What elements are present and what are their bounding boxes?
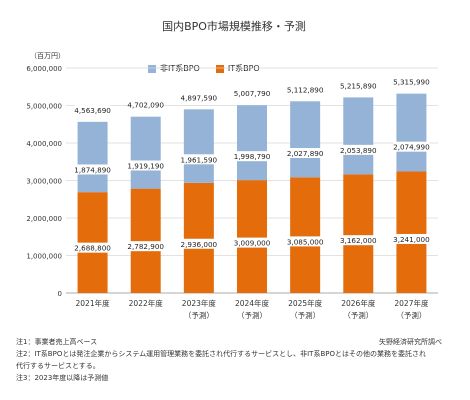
data-label-non-it: 2,053,890 <box>340 146 377 155</box>
data-label-non-it-bg <box>287 148 324 159</box>
chart-frame: 国内BPO市場規模推移・予測 （百万円） 非IT系BPO IT系BPO 0 1,0… <box>8 8 460 391</box>
data-label-total: 4,897,590 <box>181 93 218 102</box>
bar-it-bpo <box>396 171 427 293</box>
data-label-it: 2,688,800 <box>74 244 111 253</box>
x-tick-label: 2022年度 <box>129 298 164 308</box>
legend: 非IT系BPO IT系BPO <box>148 63 260 74</box>
data-label-total: 4,563,690 <box>74 106 111 115</box>
data-label-total: 4,702,090 <box>127 101 164 110</box>
note-1: 注1：事業者売上高ベース <box>16 338 98 346</box>
data-label-it-bg <box>127 241 164 252</box>
data-label-it-bg <box>287 236 324 247</box>
data-label-it-bg <box>74 242 111 253</box>
data-label-total-bg <box>127 99 164 110</box>
bar-non-it-bpo <box>343 97 374 175</box>
data-label-non-it: 1,998,790 <box>234 152 271 161</box>
x-tick-sublabel: （予測） <box>343 310 373 320</box>
legend-label-non-it: 非IT系BPO <box>160 64 200 73</box>
legend-swatch-non-it <box>148 64 156 73</box>
bar-non-it-bpo <box>130 116 161 189</box>
bar-it-bpo <box>237 180 267 293</box>
note-3: 注3：2023年度以降は予測値 <box>16 374 109 382</box>
y-tick-label: 1,000,000 <box>26 253 62 261</box>
data-label-total-bg <box>234 88 270 99</box>
chart-title: 国内BPO市場規模推移・予測 <box>162 20 306 33</box>
legend-label-it: IT系BPO <box>227 64 260 73</box>
data-label-it-bg <box>234 237 270 248</box>
data-label-non-it-bg <box>180 154 217 165</box>
data-label-it: 2,782,900 <box>127 242 164 251</box>
legend-swatch-it <box>215 64 224 73</box>
bar-non-it-bpo <box>237 105 267 181</box>
data-label-non-it: 2,074,990 <box>393 143 430 152</box>
note-2-cont: 代行するサービスとする。 <box>16 362 100 370</box>
data-label-total-bg <box>393 76 430 87</box>
data-label-non-it-bg <box>74 164 111 175</box>
x-tick-label: 2026年度 <box>341 298 376 308</box>
bar-non-it-bpo <box>290 101 321 178</box>
bar-it-bpo <box>290 177 321 293</box>
data-label-it: 3,241,000 <box>393 235 430 244</box>
data-label-non-it-bg <box>127 160 164 171</box>
data-label-it: 3,085,000 <box>287 237 324 246</box>
data-label-it-bg <box>180 238 217 249</box>
bar-it-bpo <box>183 182 214 293</box>
y-tick-label: 2,000,000 <box>26 215 62 223</box>
data-label-total: 5,007,790 <box>234 89 271 98</box>
y-tick-label: 0 <box>58 290 62 298</box>
data-label-non-it-bg <box>234 151 270 162</box>
y-axis-unit: （百万円） <box>30 52 65 60</box>
bar-it-bpo <box>77 192 108 293</box>
data-label-total-bg <box>340 80 377 91</box>
data-label-total-bg <box>74 104 111 115</box>
notes: 注1：事業者売上高ベース 矢野経済研究所調べ 注2：IT系BPOとは発注企業から… <box>16 336 456 384</box>
stacked-bar-chart: 0 1,000,000 2,000,000 3,000,000 4,000,000 5,0… <box>26 65 438 320</box>
data-label-non-it: 2,027,890 <box>287 149 324 158</box>
y-tick-label: 3,000,000 <box>26 178 62 186</box>
data-label-it: 2,936,000 <box>181 240 218 249</box>
bar-it-bpo <box>130 188 161 293</box>
x-tick-sublabel: （予測） <box>184 310 214 320</box>
legend-item-non-it: 非IT系BPO <box>148 63 200 74</box>
data-label-non-it: 1,961,590 <box>181 155 218 164</box>
x-tick-sublabel: （予測） <box>290 310 320 320</box>
x-tick-label: 2024年度 <box>235 298 270 308</box>
data-label-non-it: 1,919,190 <box>127 161 164 170</box>
x-tick-label: 2027年度 <box>394 298 429 308</box>
legend-item-it: IT系BPO <box>215 63 260 74</box>
data-label-it-bg <box>340 235 377 246</box>
data-label-total-bg <box>287 84 324 95</box>
bar-non-it-bpo <box>183 109 214 183</box>
x-tick-sublabel: （予測） <box>396 310 426 320</box>
data-label-non-it-bg <box>340 144 377 155</box>
data-label-non-it: 1,874,890 <box>74 165 111 174</box>
x-tick-label: 2025年度 <box>288 298 323 308</box>
note-2: 注2：IT系BPOとは発注企業からシステム運用管理業務を委託され代行するサービス… <box>16 350 426 358</box>
data-label-it: 3,162,000 <box>340 236 377 245</box>
x-tick-label: 2021年度 <box>76 298 111 308</box>
bar-it-bpo <box>343 174 374 293</box>
data-label-total: 5,215,890 <box>340 81 377 90</box>
y-tick-label: 4,000,000 <box>26 140 62 148</box>
data-label-total-bg <box>180 92 217 103</box>
data-label-total: 5,315,990 <box>393 78 430 87</box>
y-tick-label: 6,000,000 <box>26 65 62 73</box>
data-label-it-bg <box>393 233 430 244</box>
data-label-non-it-bg <box>393 141 430 152</box>
x-tick-sublabel: （予測） <box>237 310 267 320</box>
data-label-total: 5,112,890 <box>287 85 324 94</box>
bar-non-it-bpo <box>77 121 108 193</box>
source-credit: 矢野経済研究所調べ <box>379 338 442 346</box>
y-tick-label: 5,000,000 <box>26 103 62 111</box>
data-label-it: 3,009,000 <box>234 239 271 248</box>
bar-non-it-bpo <box>396 93 427 172</box>
x-tick-label: 2023年度 <box>182 298 217 308</box>
